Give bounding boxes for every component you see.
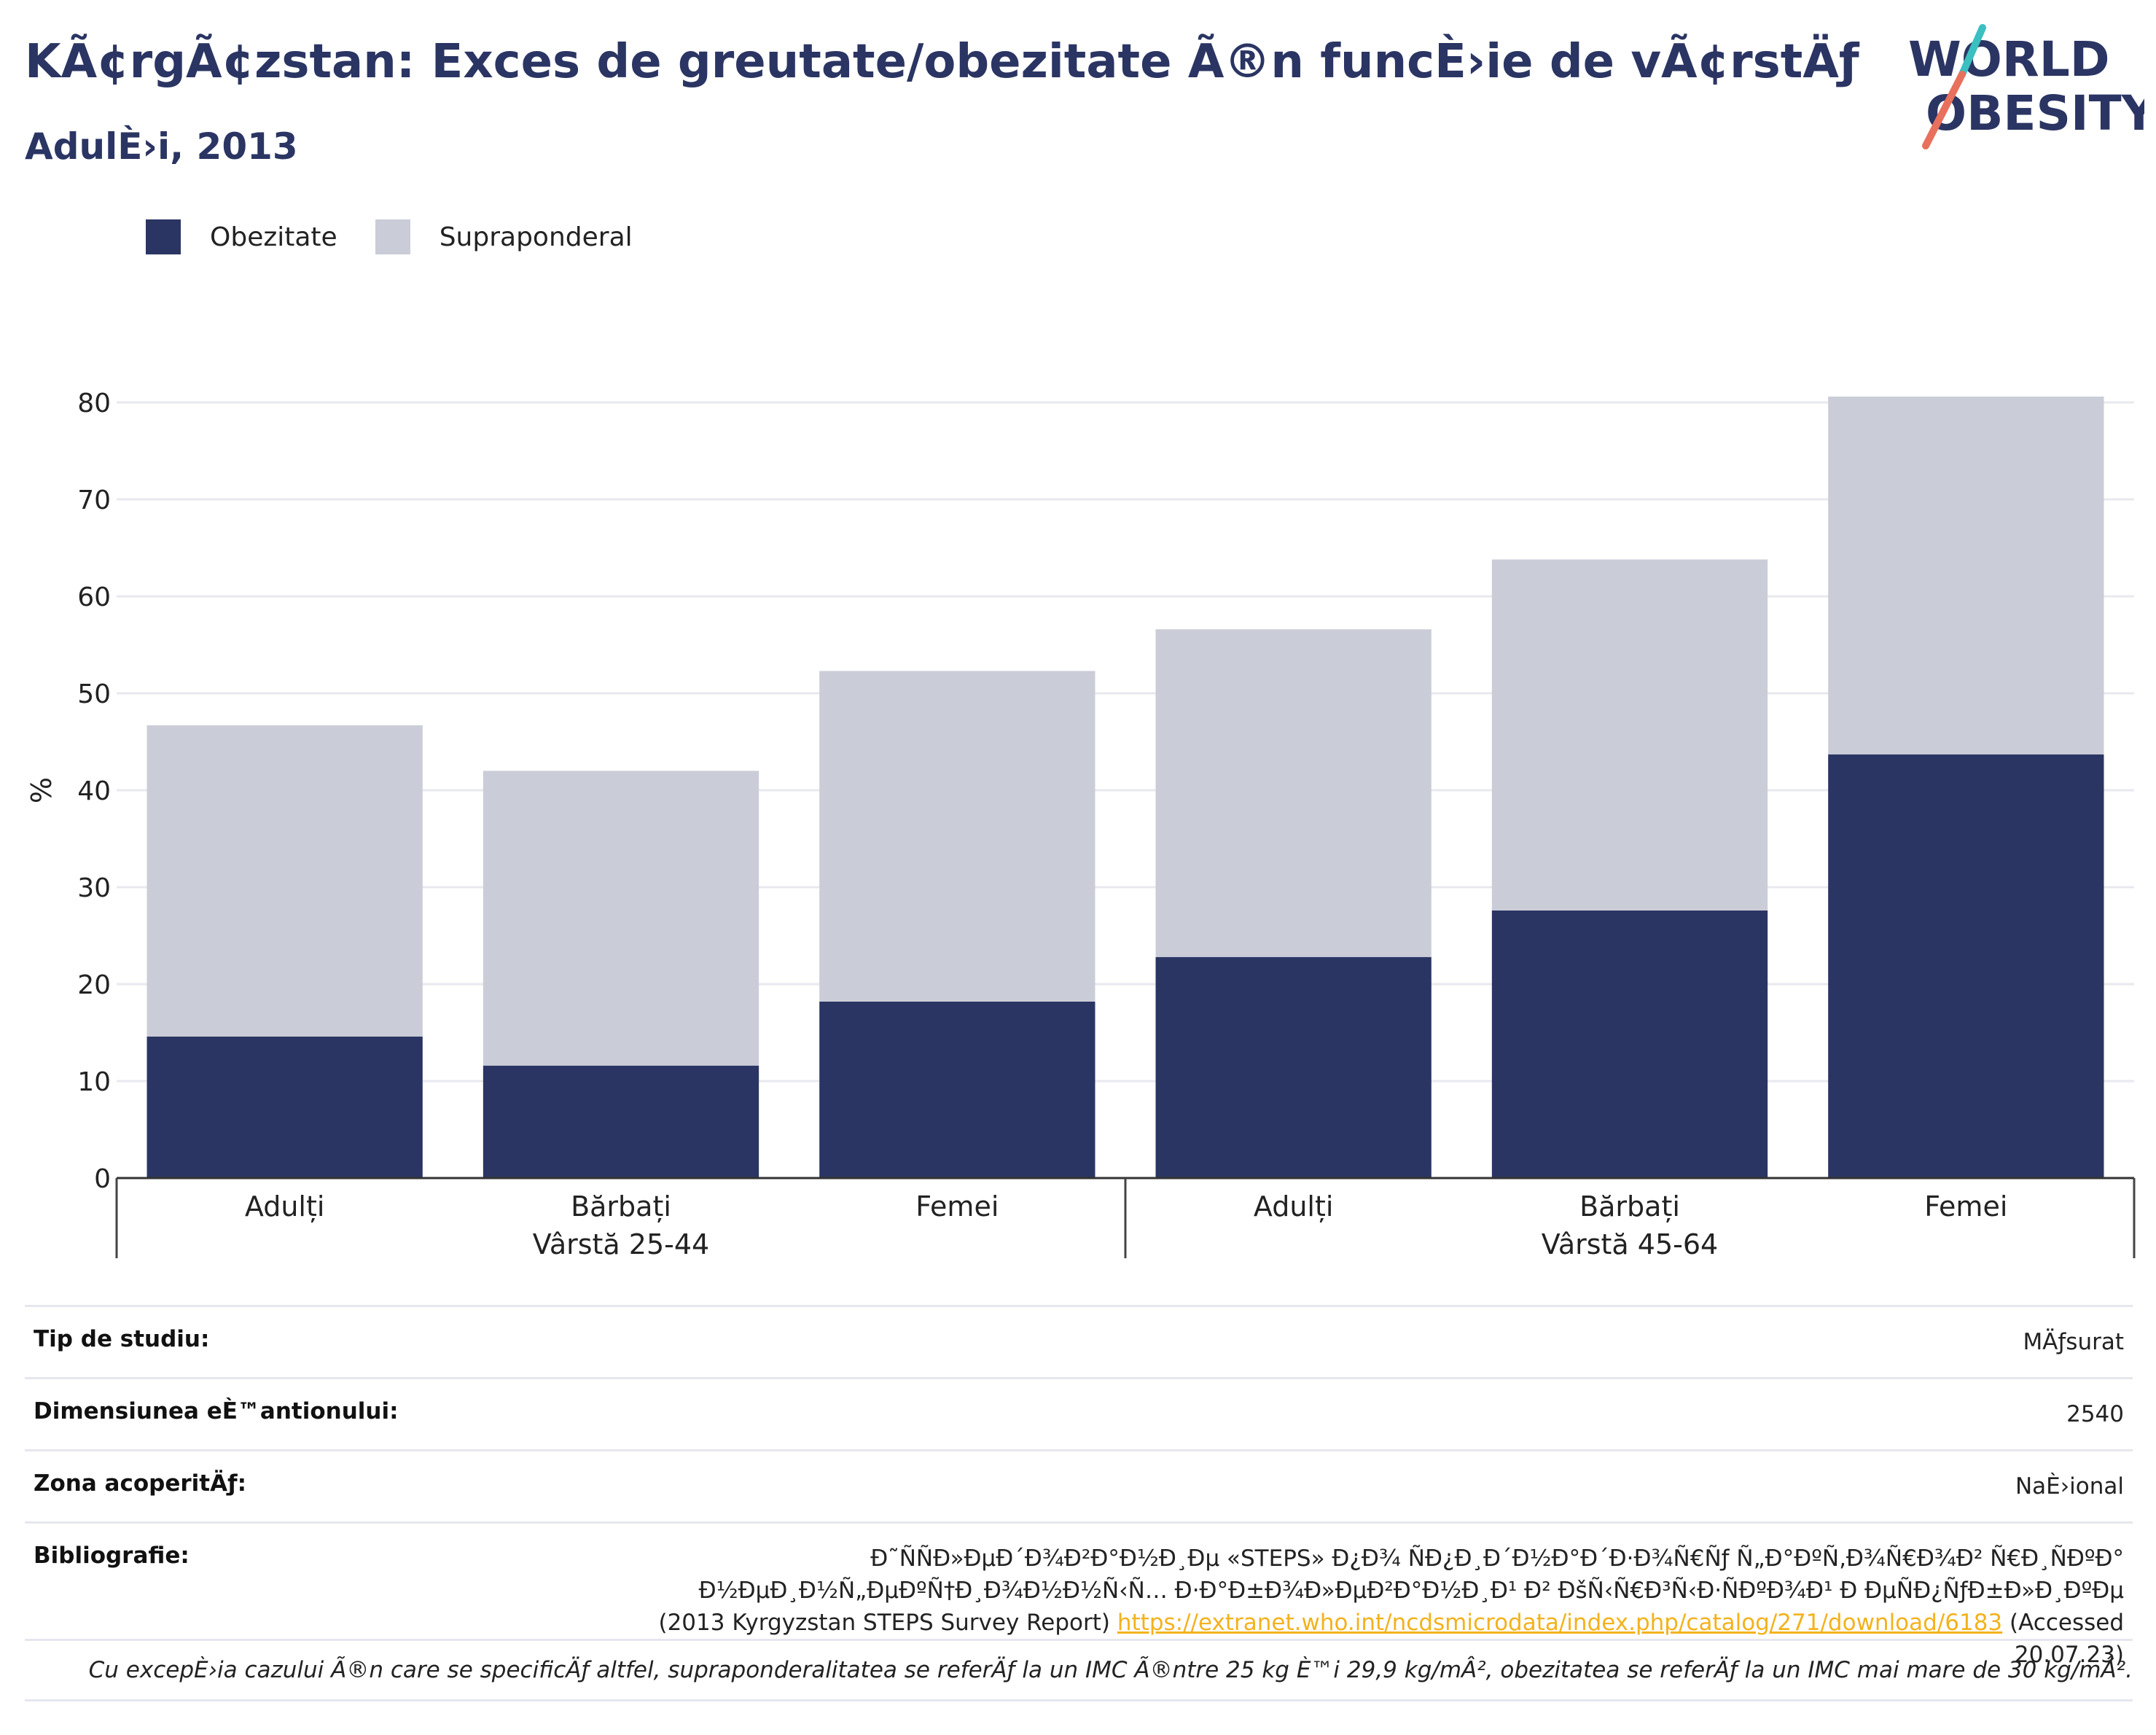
stacked-bar-chart: 0 10 20 30 40 50 60 70 80% Adulți Bărbați Femei Adul… bbox=[26, 389, 2136, 1260]
bibliography-line-2: Ð½ÐµÐ¸Ð½Ñ„ÐµÐºÑ†Ð¸Ð¾Ð½Ð½Ñ‹Ñ… Ð·Ð°Ð±Ð¾Ð»Ð… bbox=[698, 1578, 2124, 1604]
bar-supraponderal bbox=[147, 725, 423, 1037]
x-tick-label: Bărbați bbox=[571, 1190, 671, 1223]
legend-item-supraponderal[interactable]: Supraponderal bbox=[375, 219, 633, 254]
logo-word-world: WORLD bbox=[1908, 31, 2110, 87]
meta-value-sample-size: 2540 bbox=[2066, 1401, 2124, 1427]
legend-item-obezitate[interactable]: Obezitate bbox=[146, 219, 337, 254]
meta-value-coverage: NaÈ›ional bbox=[2015, 1473, 2124, 1500]
legend-label-supraponderal: Supraponderal bbox=[439, 222, 633, 252]
meta-row-coverage: Zona acoperitÄƒ: NaÈ›ional bbox=[25, 1449, 2133, 1521]
meta-row-study-type: Tip de studiu: MÄƒsurat bbox=[25, 1305, 2133, 1377]
bar-supraponderal bbox=[819, 671, 1095, 1002]
bar-supraponderal bbox=[1155, 629, 1432, 957]
y-tick-label: 40 bbox=[77, 776, 111, 806]
bar-obezitate bbox=[1828, 754, 2104, 1178]
meta-label-bibliography: Bibliografie: bbox=[34, 1543, 190, 1569]
bar-supraponderal bbox=[1828, 397, 2104, 755]
meta-label-study-type: Tip de studiu: bbox=[34, 1326, 210, 1352]
y-axis-label: % bbox=[26, 777, 58, 803]
metadata-table: Tip de studiu: MÄƒsurat Dimensiunea eÈ™a… bbox=[25, 1305, 2133, 1690]
meta-row-bibliography: Bibliografie: Ð˜ÑÑÐ»ÐµÐ´Ð¾Ð²Ð°Ð½Ð¸Ðµ «ST… bbox=[25, 1521, 2133, 1690]
y-tick-label: 20 bbox=[77, 970, 111, 1000]
y-tick-label: 50 bbox=[77, 679, 111, 709]
bar-obezitate bbox=[1491, 910, 1768, 1178]
x-tick-label: Adulți bbox=[1254, 1190, 1334, 1223]
bibliography-accessed-date: 20.07.23) bbox=[2014, 1642, 2124, 1668]
chart-title: KÃ¢rgÃ¢zstan: Exces de greutate/obezitat… bbox=[25, 35, 1859, 89]
chart-legend: Obezitate Supraponderal bbox=[146, 219, 671, 255]
bar-obezitate bbox=[483, 1065, 759, 1178]
bar-obezitate bbox=[819, 1001, 1095, 1178]
bibliography-line-1: Ð˜ÑÑÐ»ÐµÐ´Ð¾Ð²Ð°Ð½Ð¸Ðµ «STEPS» Ð¿Ð¾ ÑÐ¿Ð… bbox=[870, 1545, 2124, 1572]
bar-supraponderal bbox=[1491, 559, 1768, 911]
group-label: Vârstă 25-44 bbox=[533, 1228, 709, 1260]
bar-obezitate bbox=[147, 1036, 423, 1178]
logo-slash-coral bbox=[1922, 71, 1966, 149]
y-tick-label: 0 bbox=[94, 1164, 111, 1194]
world-obesity-logo: WORLD OBESITY bbox=[1908, 24, 2144, 149]
x-tick-label: Adulți bbox=[245, 1190, 325, 1223]
y-tick-label: 60 bbox=[77, 582, 111, 612]
bar-obezitate bbox=[1155, 956, 1432, 1178]
x-tick-label: Femei bbox=[915, 1190, 999, 1223]
bibliography-report-name: (2013 Kyrgyzstan STEPS Survey Report) bbox=[658, 1610, 1111, 1636]
y-tick-label: 80 bbox=[77, 389, 111, 418]
meta-value-study-type: MÄƒsurat bbox=[2023, 1329, 2124, 1355]
footnote: Cu excepÈ›ia cazului Ã®n care se specifi… bbox=[25, 1639, 2133, 1701]
x-tick-label: Femei bbox=[1924, 1190, 2007, 1223]
bar-supraponderal bbox=[483, 771, 759, 1066]
legend-label-obezitate: Obezitate bbox=[210, 222, 337, 252]
y-tick-label: 30 bbox=[77, 873, 111, 903]
logo-slash-teal bbox=[1958, 24, 1986, 78]
y-tick-label: 10 bbox=[77, 1067, 111, 1097]
meta-row-sample-size: Dimensiunea eÈ™antionului: 2540 bbox=[25, 1377, 2133, 1449]
y-tick-label: 70 bbox=[77, 486, 111, 515]
meta-value-bibliography: Ð˜ÑÑÐ»ÐµÐ´Ð¾Ð²Ð°Ð½Ð¸Ðµ «STEPS» Ð¿Ð¾ ÑÐ¿Ð… bbox=[658, 1543, 2124, 1671]
meta-label-sample-size: Dimensiunea eÈ™antionului: bbox=[34, 1398, 399, 1424]
legend-swatch-supraponderal bbox=[375, 219, 410, 254]
logo-word-obesity: OBESITY bbox=[1926, 85, 2144, 141]
legend-swatch-obezitate bbox=[146, 219, 181, 254]
bibliography-link[interactable]: https://extranet.who.int/ncdsmicrodata/i… bbox=[1117, 1610, 2003, 1636]
meta-label-coverage: Zona acoperitÄƒ: bbox=[34, 1470, 246, 1497]
chart-subtitle: AdulÈ›i, 2013 bbox=[25, 125, 298, 168]
group-label: Vârstă 45-64 bbox=[1542, 1228, 1718, 1260]
x-tick-label: Bărbați bbox=[1579, 1190, 1680, 1223]
bibliography-accessed: (Accessed bbox=[2009, 1610, 2124, 1636]
